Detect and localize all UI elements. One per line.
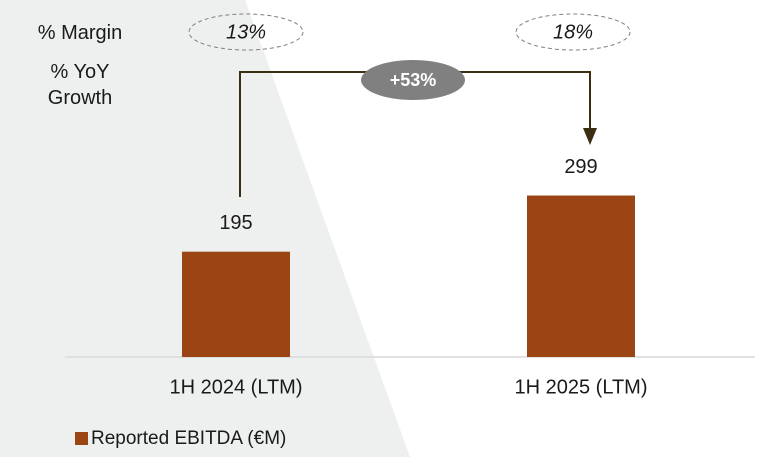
margin-bubble bbox=[188, 13, 304, 51]
x-tick-label: 1H 2024 (LTM) bbox=[169, 376, 302, 398]
legend-label: Reported EBITDA (€M) bbox=[91, 428, 286, 449]
margin-bubble bbox=[515, 13, 631, 51]
growth-arrowhead bbox=[583, 128, 597, 145]
legend-swatch bbox=[75, 432, 88, 445]
margin-row-label: % Margin bbox=[37, 22, 123, 44]
bar bbox=[182, 251, 290, 357]
data-label: 299 bbox=[564, 156, 597, 178]
growth-label: +53% bbox=[390, 70, 437, 90]
margin-label: 13% bbox=[226, 21, 266, 43]
growth-bubble bbox=[361, 60, 465, 100]
growth-row-label: % YoY Growth bbox=[47, 61, 113, 109]
data-label: 195 bbox=[219, 212, 252, 234]
x-tick-label: 1H 2025 (LTM) bbox=[514, 376, 647, 398]
margin-label: 18% bbox=[553, 21, 593, 43]
background-panel bbox=[0, 0, 410, 457]
bar bbox=[527, 195, 635, 357]
